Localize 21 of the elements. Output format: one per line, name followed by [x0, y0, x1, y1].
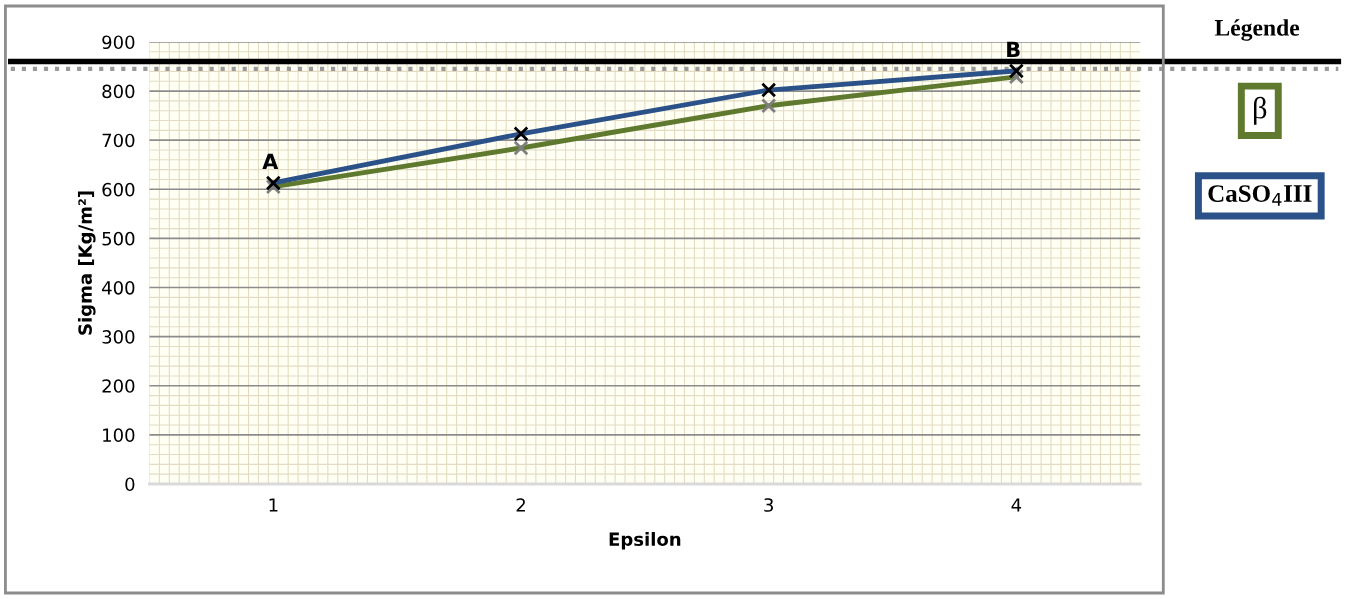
y-axis-title: Sigma [Kg/m²]	[77, 191, 96, 335]
y-tick-label: 600	[102, 182, 135, 197]
x-tick-label: 1	[269, 498, 278, 512]
x-tick-label: 2	[516, 498, 525, 512]
text: CaSO$_{4}$III	[1208, 185, 1312, 206]
x-axis-title: Epsilon	[609, 532, 681, 550]
y-tick-label: 900	[102, 35, 135, 50]
annotation: B	[1007, 41, 1020, 58]
x-tick-label: 3	[764, 498, 773, 512]
annotation: A	[262, 153, 279, 170]
y-tick-label: 100	[103, 428, 135, 442]
y-tick-label: 700	[102, 133, 135, 148]
y-tick-label: 500	[102, 231, 135, 246]
legend-title: Légende	[1214, 19, 1300, 41]
y-tick-label: 400	[102, 280, 135, 295]
y-tick-label: 300	[102, 330, 135, 344]
x-tick-label: 4	[1011, 498, 1022, 512]
text: β	[1253, 96, 1267, 125]
y-tick-label: 800	[102, 84, 135, 99]
y-tick-label: 200	[102, 379, 135, 393]
y-tick-label: 0	[125, 477, 135, 492]
